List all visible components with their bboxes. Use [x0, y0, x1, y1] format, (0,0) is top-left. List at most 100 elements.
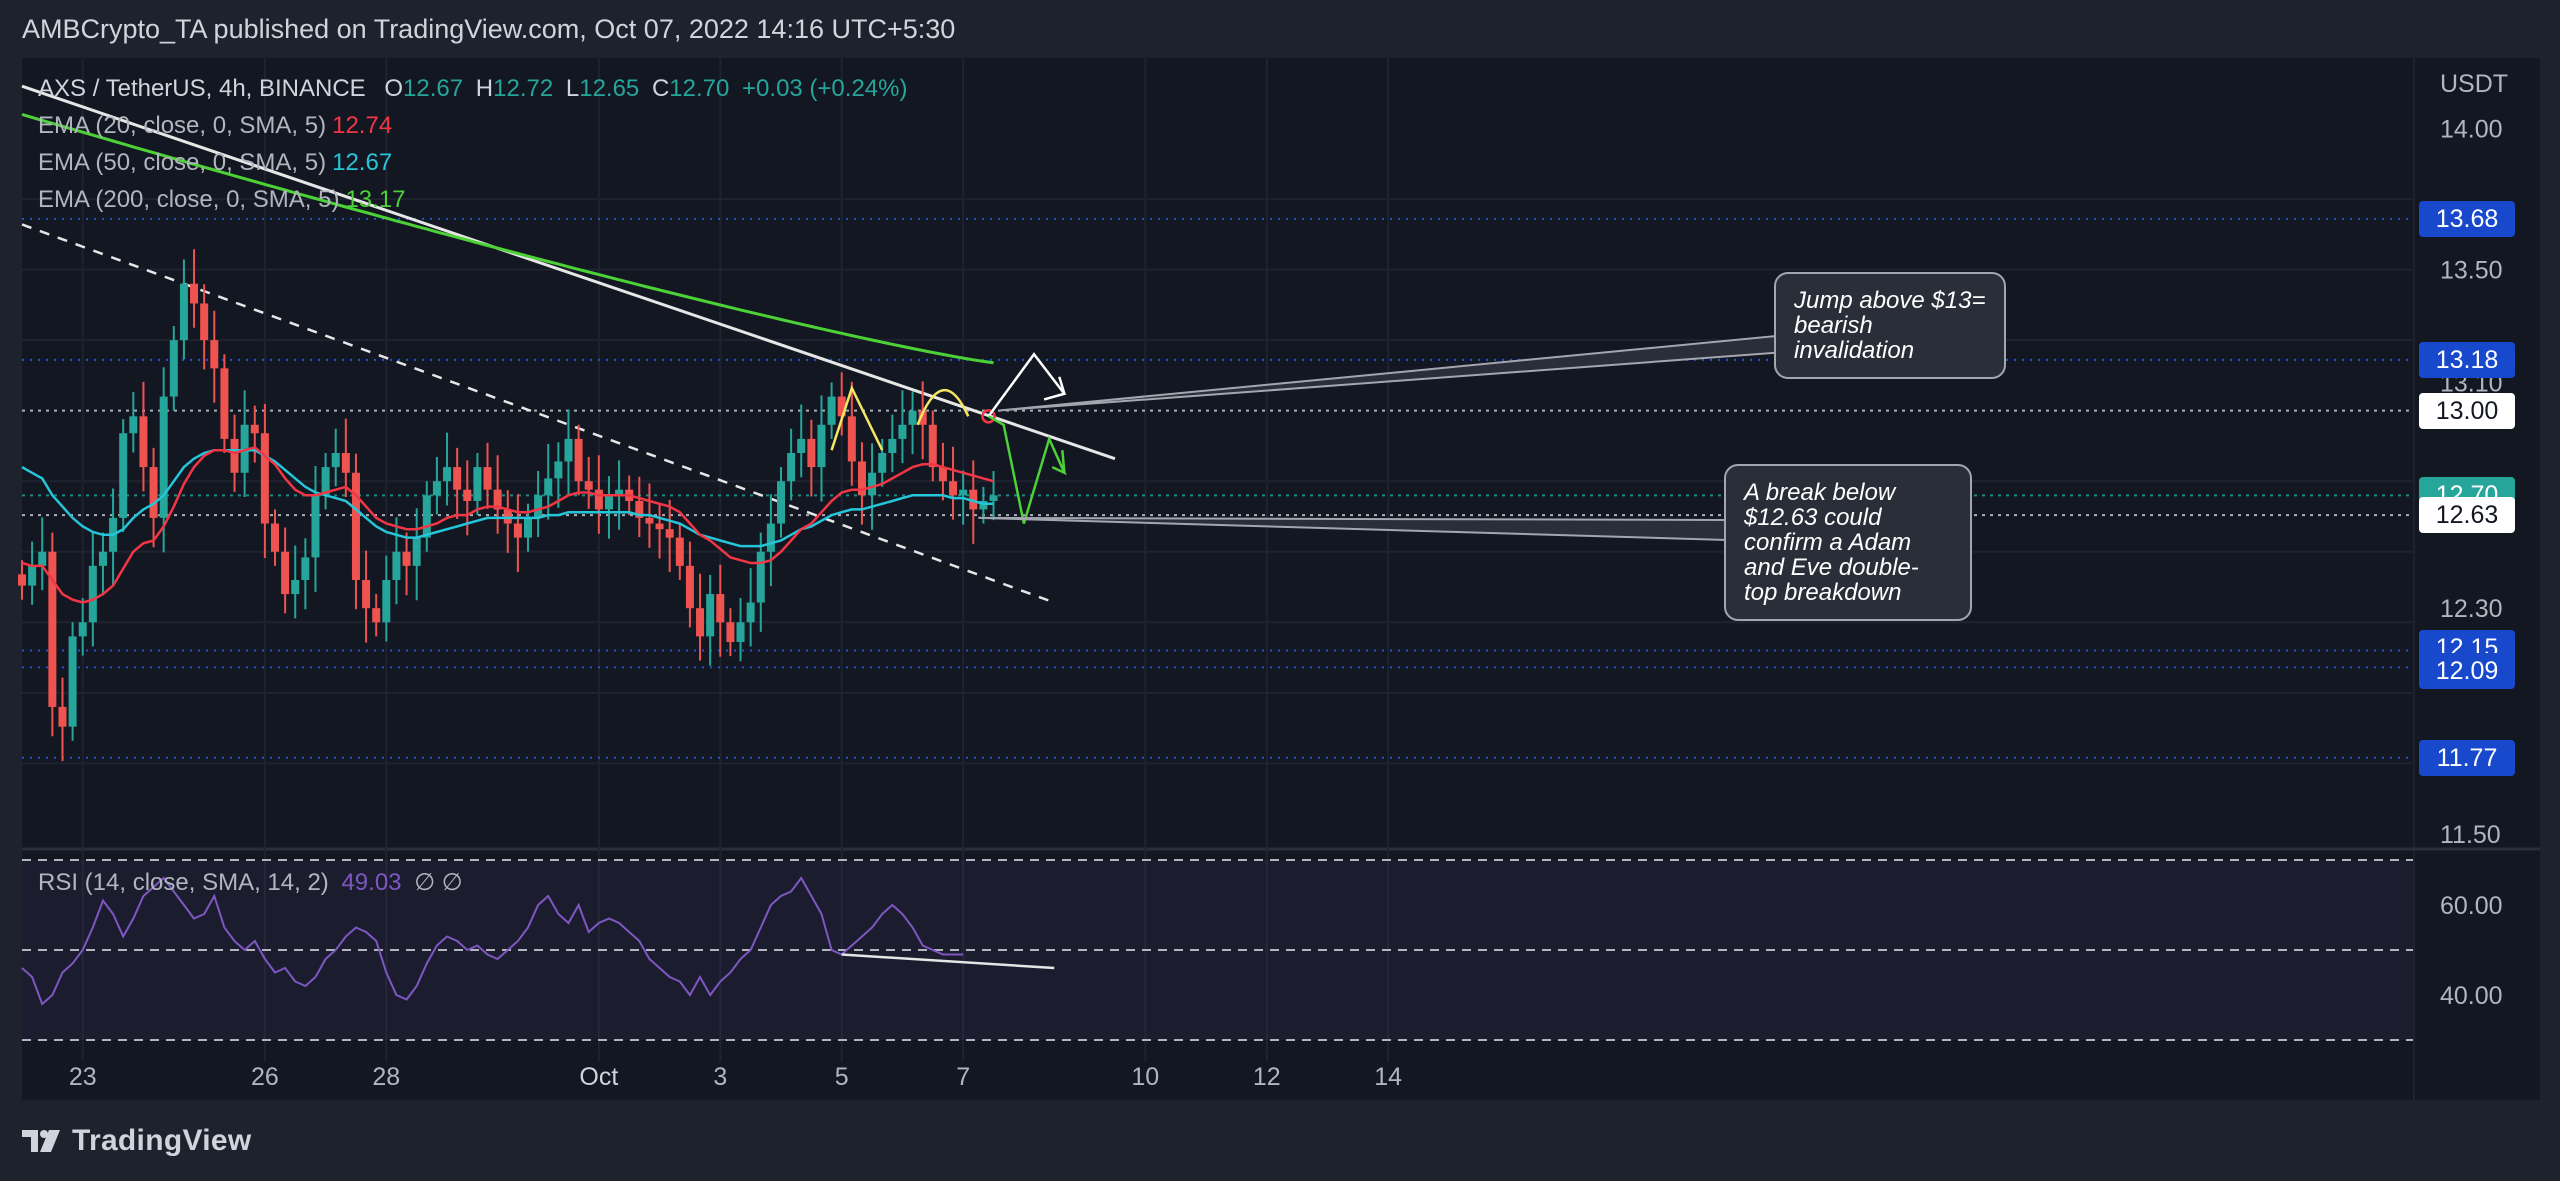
- price-tick-label: 11.50: [2440, 821, 2501, 849]
- legend-ema200-row[interactable]: EMA (200, close, 0, SMA, 5) 13.17: [38, 181, 907, 218]
- rsi-divergence-line: [841, 953, 1055, 970]
- candle-body: [281, 551, 290, 595]
- candle-body: [645, 517, 654, 524]
- breakout-point-marker: [981, 409, 996, 424]
- price-tag-11.77[interactable]: 11.77: [2419, 739, 2515, 776]
- callout-bullish-invalidation[interactable]: Jump above $13= bearish invalidation: [1774, 272, 2006, 379]
- candle-body: [351, 472, 360, 580]
- ohlc-high-label: H: [475, 75, 494, 102]
- rsi-value: 49.03: [341, 869, 402, 896]
- candle-body: [918, 410, 927, 425]
- candle-body: [169, 340, 178, 397]
- currency-label: USDT: [2440, 70, 2509, 98]
- legend-ema50-row[interactable]: EMA (50, close, 0, SMA, 5) 12.67: [38, 144, 907, 181]
- candle-body: [979, 500, 988, 510]
- time-tick-label: 14: [1374, 1063, 1402, 1091]
- candle-body: [534, 495, 543, 518]
- price-tag-13.00[interactable]: 13.00: [2419, 392, 2515, 429]
- candle-body: [564, 438, 573, 462]
- rsi-pane: [22, 850, 2413, 1100]
- rsi-extra: ∅ ∅: [414, 869, 463, 896]
- publisher-header: AMBCrypto_TA published on TradingView.co…: [22, 14, 956, 44]
- descending-dashed-trendline: [21, 223, 1055, 604]
- candle-body: [119, 433, 128, 518]
- rsi-tick-label: 60.00: [2440, 892, 2503, 920]
- candle-body: [503, 509, 512, 524]
- candle-body: [321, 467, 330, 496]
- candle-body: [756, 551, 765, 603]
- candle-body: [28, 565, 37, 586]
- callout-bearish-breakdown[interactable]: A break below $12.63 could confirm a Ada…: [1724, 464, 1972, 621]
- candle-body: [58, 706, 67, 727]
- candle-body: [88, 565, 97, 623]
- ema200-label: EMA (200, close, 0, SMA, 5): [38, 186, 340, 213]
- candle-body: [159, 396, 168, 518]
- candle-body: [129, 416, 138, 434]
- candle-body: [362, 579, 371, 609]
- eve-top-marker: [916, 388, 970, 426]
- candle-body: [190, 283, 199, 304]
- ema50-value: 12.67: [332, 149, 393, 176]
- candle-body: [240, 424, 249, 473]
- adam-top-marker: [830, 384, 884, 451]
- candle-body: [301, 557, 310, 580]
- candle-body: [78, 622, 87, 637]
- ema20-value: 12.74: [332, 112, 393, 139]
- rsi-tick-label: 40.00: [2440, 982, 2503, 1010]
- candle-body: [959, 489, 968, 496]
- chart-legend: AXS / TetherUS, 4h, BINANCE O12.67 H12.7…: [38, 70, 907, 218]
- legend-symbol-row[interactable]: AXS / TetherUS, 4h, BINANCE O12.67 H12.7…: [38, 70, 907, 107]
- candle-body: [382, 579, 391, 623]
- candle-body: [928, 424, 937, 468]
- candle-body: [493, 489, 502, 510]
- candle-body: [696, 608, 705, 637]
- candle-body: [98, 551, 107, 566]
- bearish-projection-path: [987, 415, 1067, 524]
- candle-body: [938, 467, 947, 482]
- price-tag-13.68[interactable]: 13.68: [2419, 200, 2515, 237]
- candle-body: [271, 523, 279, 552]
- legend-ema20-row[interactable]: EMA (20, close, 0, SMA, 5) 12.74: [38, 107, 907, 144]
- candle-body: [726, 622, 735, 643]
- ohlc-open-label: O: [384, 75, 404, 102]
- candle-body: [827, 396, 836, 425]
- candle-body: [210, 340, 219, 369]
- ohlc-change-value: +0.03 (+0.24%): [742, 75, 908, 102]
- candle-body: [655, 523, 664, 530]
- ema50-line: [21, 448, 994, 548]
- ohlc-low-label: L: [565, 75, 580, 102]
- price-pane: [22, 58, 2413, 848]
- symbol-label: AXS / TetherUS, 4h, BINANCE: [38, 75, 366, 102]
- candle-body: [432, 481, 441, 496]
- candle-body: [594, 489, 603, 510]
- candle-body: [311, 495, 320, 558]
- candle-body: [989, 495, 998, 501]
- price-tag-13.18[interactable]: 13.18: [2419, 341, 2515, 378]
- candles-group: [18, 249, 998, 762]
- candle-body: [736, 622, 745, 643]
- time-tick-label: 12: [1253, 1063, 1281, 1091]
- rsi-line: [21, 876, 964, 1006]
- time-tick-label: 23: [69, 1063, 97, 1091]
- price-tag-12.63[interactable]: 12.63: [2419, 497, 2515, 534]
- bullish-projection-path: [987, 352, 1067, 418]
- candle-body: [463, 489, 472, 501]
- time-tick-label: Oct: [579, 1063, 618, 1091]
- tradingview-logo-icon: [22, 1130, 60, 1152]
- candle-body: [48, 551, 57, 707]
- candle-body: [746, 602, 755, 623]
- candle-body: [68, 636, 77, 727]
- ohlc-low-value: 12.65: [579, 75, 640, 102]
- candle-body: [665, 529, 674, 538]
- price-tag-12.09[interactable]: 12.09: [2419, 653, 2515, 690]
- ohlc-high-value: 12.72: [493, 75, 554, 102]
- ema50-label: EMA (50, close, 0, SMA, 5): [38, 149, 327, 176]
- rsi-legend-row[interactable]: RSI (14, close, SMA, 14, 2) 49.03 ∅ ∅: [38, 868, 463, 897]
- time-tick-label: 10: [1131, 1063, 1159, 1091]
- rsi-label: RSI (14, close, SMA, 14, 2): [38, 869, 329, 896]
- candle-body: [635, 500, 644, 518]
- ema20-label: EMA (20, close, 0, SMA, 5): [38, 112, 327, 139]
- candle-body: [716, 594, 725, 623]
- candle-body: [847, 416, 856, 462]
- ema200-value: 13.17: [345, 186, 406, 213]
